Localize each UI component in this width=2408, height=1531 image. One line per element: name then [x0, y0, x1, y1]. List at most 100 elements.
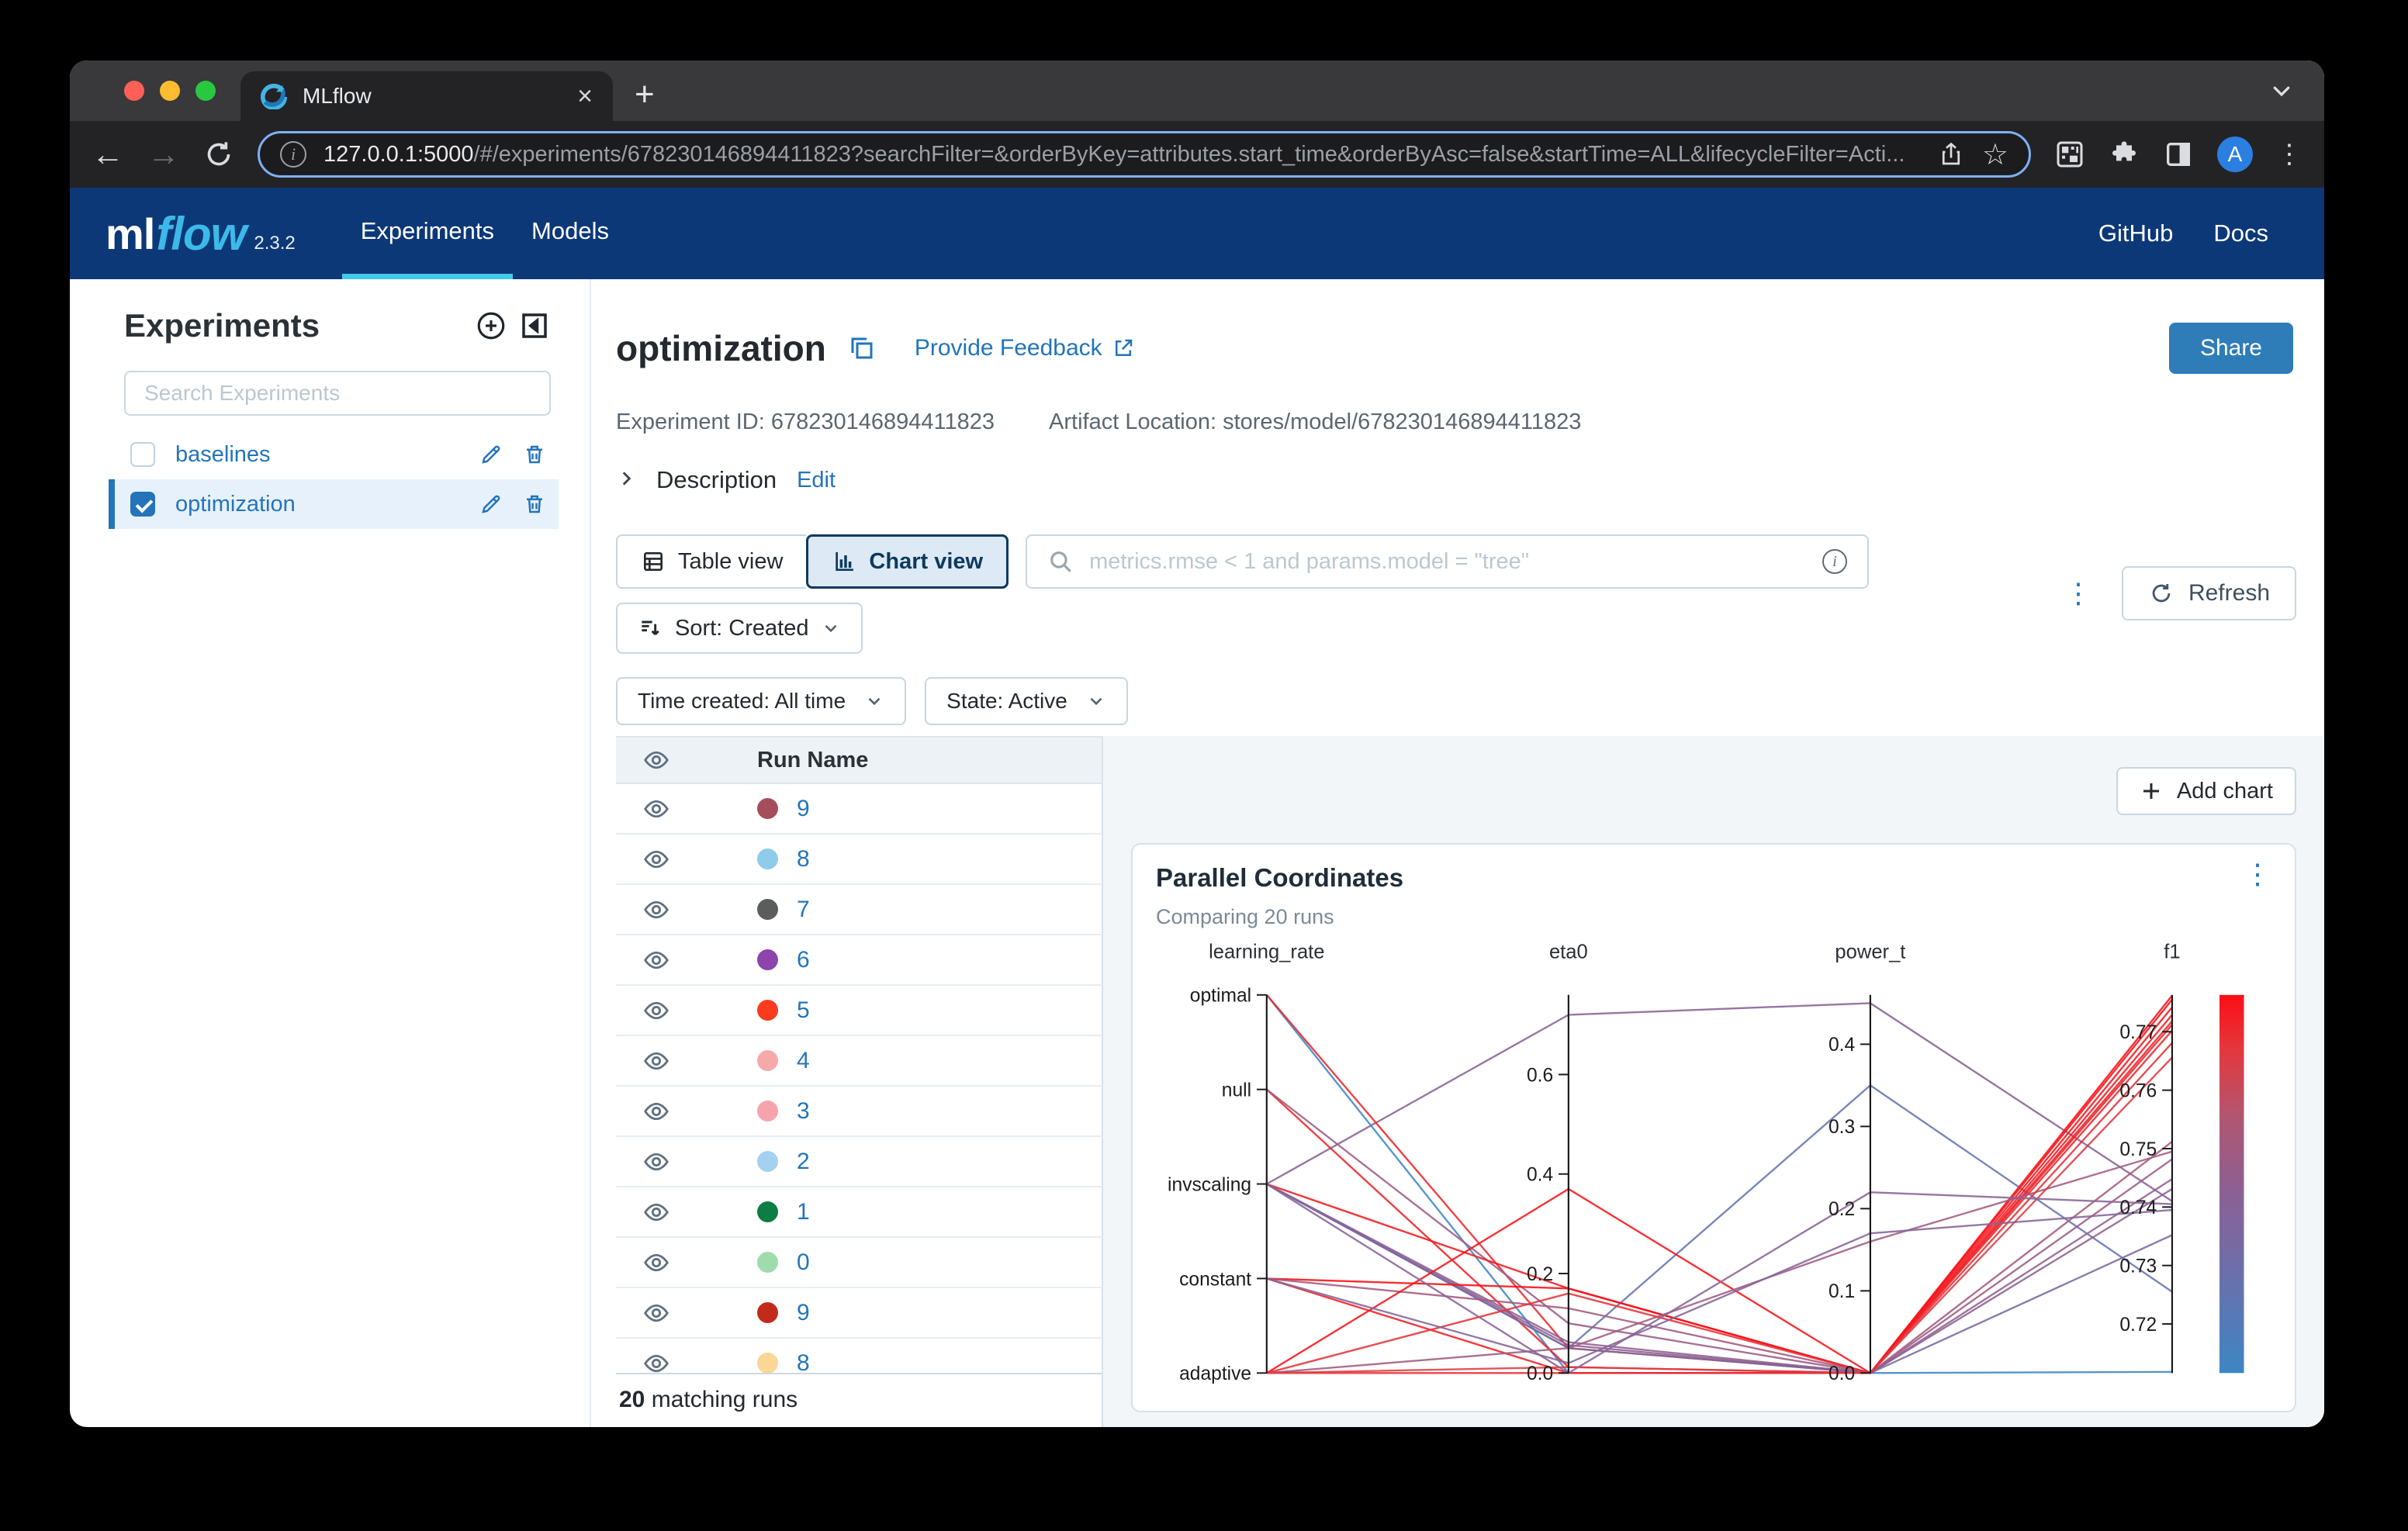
search-experiments-input[interactable]: [124, 371, 551, 416]
run-name-link[interactable]: 8: [797, 845, 810, 872]
delete-experiment-icon[interactable]: [523, 492, 546, 516]
table-view-button[interactable]: Table view: [616, 534, 807, 589]
github-link[interactable]: GitHub: [2098, 219, 2174, 247]
description-edit-link[interactable]: Edit: [797, 467, 836, 492]
forward-icon[interactable]: →: [147, 136, 180, 172]
f1-colorbar: [2219, 994, 2244, 1374]
provide-feedback-link[interactable]: Provide Feedback: [915, 335, 1135, 361]
url-bar[interactable]: i 127.0.0.1:5000/#/experiments/678230146…: [258, 131, 2031, 178]
avatar[interactable]: A: [2217, 137, 2253, 172]
site-info-icon[interactable]: i: [280, 141, 306, 168]
run-search-box[interactable]: i: [1026, 534, 1869, 589]
visibility-toggle-eye-icon[interactable]: [642, 1198, 670, 1226]
new-tab-button[interactable]: +: [635, 75, 655, 113]
side-panel-icon[interactable]: [2163, 139, 2194, 170]
nav-tab-experiments[interactable]: Experiments: [341, 188, 514, 279]
run-color-dot: [757, 949, 778, 970]
browser-menu-kebab-icon[interactable]: ⋮: [2276, 140, 2302, 169]
run-name-link[interactable]: 3: [797, 1097, 810, 1124]
visibility-column-eye-icon[interactable]: [642, 746, 670, 774]
browser-tab[interactable]: MLflow ×: [240, 71, 613, 121]
bookmark-star-icon[interactable]: ☆: [1981, 138, 2008, 171]
maximize-window-button[interactable]: [195, 81, 216, 101]
table-row: 4: [616, 1036, 1102, 1087]
chart-settings-kebab-icon[interactable]: ⋮: [2064, 576, 2092, 609]
axis-tick-label: 0.4: [1828, 1035, 1855, 1056]
experiment-list-item[interactable]: optimization: [109, 479, 559, 529]
run-name-link[interactable]: 6: [797, 946, 810, 973]
run-color-dot: [757, 1101, 778, 1121]
visibility-toggle-eye-icon[interactable]: [642, 946, 670, 974]
visibility-toggle-eye-icon[interactable]: [642, 896, 670, 924]
tab-close-icon[interactable]: ×: [577, 81, 593, 111]
share-button[interactable]: Share: [2168, 323, 2293, 374]
axis-tick-label: 0.0: [1527, 1363, 1553, 1384]
visibility-toggle-eye-icon[interactable]: [642, 845, 670, 873]
qr-extension-icon[interactable]: [2054, 139, 2085, 170]
time-created-filter[interactable]: Time created: All time: [616, 677, 907, 725]
share-page-icon[interactable]: [1937, 140, 1965, 168]
run-name-link[interactable]: 1: [797, 1198, 810, 1225]
reload-icon[interactable]: [203, 139, 234, 170]
delete-experiment-icon[interactable]: [523, 443, 546, 466]
run-line: [1266, 1178, 2173, 1374]
chart-card-kebab-icon[interactable]: ⋮: [2244, 858, 2271, 890]
run-name-link[interactable]: 7: [797, 896, 810, 922]
run-line: [1266, 1002, 2173, 1202]
description-expand-chevron-icon[interactable]: [616, 468, 636, 492]
edit-experiment-icon[interactable]: [479, 492, 503, 516]
axis-tick-label: 0.72: [2119, 1315, 2157, 1336]
plus-icon: [2143, 783, 2159, 799]
collapse-sidebar-icon[interactable]: [518, 309, 551, 342]
run-name-link[interactable]: 5: [797, 997, 810, 1023]
nav-tab-models[interactable]: Models: [531, 216, 609, 244]
axis-title: power_t: [1835, 942, 1905, 963]
refresh-button[interactable]: Refresh: [2121, 566, 2296, 620]
visibility-toggle-eye-icon[interactable]: [642, 997, 670, 1025]
experiments-sidebar: Experiments: [70, 279, 591, 1427]
add-chart-button[interactable]: Add chart: [2116, 767, 2296, 815]
experiment-checkbox[interactable]: [130, 492, 155, 517]
tab-search-chevron-icon[interactable]: [2270, 79, 2293, 106]
experiment-name-link[interactable]: optimization: [175, 491, 296, 517]
experiment-list-item[interactable]: baselines: [109, 430, 559, 479]
minimize-window-button[interactable]: [160, 81, 180, 101]
visibility-toggle-eye-icon[interactable]: [642, 1299, 670, 1327]
visibility-toggle-eye-icon[interactable]: [642, 795, 670, 823]
extensions-puzzle-icon[interactable]: [2109, 139, 2140, 170]
state-filter[interactable]: State: Active: [925, 677, 1128, 725]
visibility-toggle-eye-icon[interactable]: [642, 1097, 670, 1125]
visibility-toggle-eye-icon[interactable]: [642, 1350, 670, 1374]
run-line: [1266, 999, 2173, 1374]
mlflow-logo[interactable]: ml flow 2.3.2: [106, 188, 296, 279]
run-name-link[interactable]: 9: [797, 795, 810, 821]
window-controls[interactable]: [124, 81, 216, 101]
run-search-input[interactable]: [1089, 548, 1807, 575]
docs-link[interactable]: Docs: [2213, 219, 2268, 247]
copy-experiment-icon[interactable]: [848, 334, 876, 362]
experiment-name-link[interactable]: baselines: [175, 441, 271, 467]
visibility-toggle-eye-icon[interactable]: [642, 1148, 670, 1176]
run-color-dot: [757, 1000, 778, 1021]
table-row: 9: [616, 784, 1102, 835]
sort-dropdown[interactable]: Sort: Created: [616, 603, 863, 654]
search-syntax-info-icon[interactable]: i: [1822, 549, 1847, 574]
create-experiment-icon[interactable]: [475, 309, 507, 342]
visibility-toggle-eye-icon[interactable]: [642, 1047, 670, 1075]
visibility-toggle-eye-icon[interactable]: [642, 1249, 670, 1277]
run-name-link[interactable]: 4: [797, 1047, 810, 1073]
run-name-link[interactable]: 8: [797, 1350, 810, 1374]
run-name-link[interactable]: 0: [797, 1249, 810, 1275]
edit-experiment-icon[interactable]: [479, 443, 503, 466]
experiment-checkbox[interactable]: [130, 442, 155, 467]
close-window-button[interactable]: [124, 81, 144, 101]
run-name-link[interactable]: 2: [797, 1148, 810, 1174]
table-row: 1: [616, 1187, 1102, 1238]
run-name-link[interactable]: 9: [797, 1299, 810, 1325]
back-icon[interactable]: ←: [92, 136, 124, 172]
chart-view-button[interactable]: Chart view: [806, 534, 1009, 589]
axis-tick-label: 0.76: [2119, 1080, 2157, 1101]
url-text[interactable]: 127.0.0.1:5000/#/experiments/67823014689…: [323, 142, 1920, 168]
run-line: [1266, 1150, 2173, 1374]
